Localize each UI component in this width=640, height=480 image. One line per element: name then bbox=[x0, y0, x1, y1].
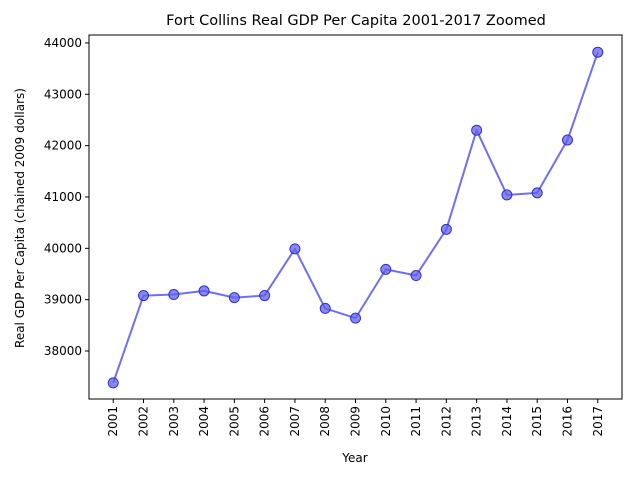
data-point bbox=[319, 302, 331, 314]
x-tick-label: 2005 bbox=[227, 406, 241, 437]
chart-title: Fort Collins Real GDP Per Capita 2001-20… bbox=[166, 13, 546, 29]
y-tick-label: 41000 bbox=[44, 190, 82, 204]
x-tick-label: 2010 bbox=[379, 406, 393, 437]
data-point bbox=[228, 292, 240, 304]
data-point bbox=[592, 46, 604, 58]
x-tick-label: 2004 bbox=[197, 406, 211, 437]
x-tick-label: 2016 bbox=[560, 406, 574, 437]
x-axis-label: Year bbox=[341, 451, 367, 465]
y-tick-label: 42000 bbox=[44, 139, 82, 153]
x-tick-label: 2017 bbox=[591, 406, 605, 437]
data-point bbox=[531, 187, 543, 199]
data-point bbox=[138, 290, 150, 302]
x-tick-label: 2002 bbox=[137, 406, 151, 437]
data-point bbox=[501, 189, 513, 201]
x-tick-label: 2011 bbox=[409, 406, 423, 437]
series-line bbox=[112, 51, 599, 384]
data-point bbox=[198, 285, 210, 297]
x-tick-label: 2001 bbox=[106, 406, 120, 437]
y-tick-label: 40000 bbox=[44, 241, 82, 255]
plot-area: 38000 39000 40000 41000 42000 43000 44000 2001 2… bbox=[44, 34, 623, 437]
data-point bbox=[561, 134, 573, 146]
x-tick-label: 2003 bbox=[167, 406, 181, 437]
y-tick-label: 39000 bbox=[44, 293, 82, 307]
x-tick-label: 2008 bbox=[318, 406, 332, 437]
x-tick-label: 2013 bbox=[470, 406, 484, 437]
data-point bbox=[471, 124, 483, 136]
data-point bbox=[168, 289, 180, 301]
x-tick-label: 2007 bbox=[288, 406, 302, 437]
data-point bbox=[289, 243, 301, 255]
x-tick-label: 2009 bbox=[349, 406, 363, 437]
data-point bbox=[259, 290, 271, 302]
y-tick-label: 44000 bbox=[44, 36, 82, 50]
data-point bbox=[350, 312, 361, 324]
x-tick-label: 2006 bbox=[258, 406, 272, 437]
data-point bbox=[107, 377, 119, 389]
x-tick-label: 2015 bbox=[530, 406, 544, 437]
y-tick-label: 43000 bbox=[44, 87, 82, 101]
x-tick-label: 2014 bbox=[500, 406, 514, 437]
data-point bbox=[380, 263, 392, 275]
axes-frame bbox=[88, 34, 623, 400]
data-point bbox=[410, 270, 422, 282]
x-tick-label: 2012 bbox=[439, 406, 453, 437]
y-axis-label: Real GDP Per Capita (chained 2009 dollar… bbox=[13, 88, 27, 348]
y-tick-label: 38000 bbox=[44, 344, 82, 358]
data-point bbox=[440, 223, 452, 235]
